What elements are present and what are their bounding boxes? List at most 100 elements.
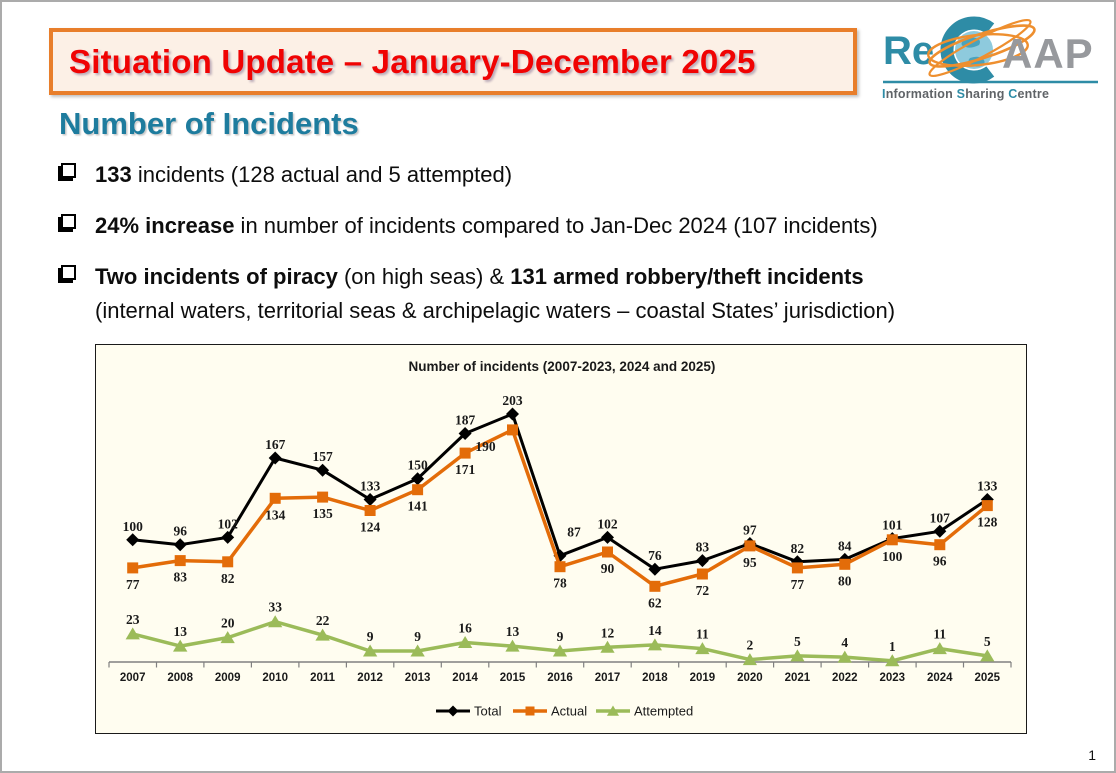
bullet-text-segment: (on high seas) & — [337, 264, 511, 289]
bullet-text: 24% increase in number of incidents comp… — [95, 209, 878, 243]
series-total-marker — [316, 463, 330, 477]
chart-canvas: Number of incidents (2007-2023, 2024 and… — [108, 359, 1012, 719]
bullet-text: 133 incidents (128 actual and 5 attempte… — [95, 158, 512, 192]
series-actual-marker — [222, 556, 234, 568]
data-label: 16 — [458, 621, 472, 636]
logo-orbit-swirl — [928, 18, 1032, 78]
data-label: 84 — [838, 538, 852, 553]
series-total-marker — [363, 493, 377, 506]
x-axis-year-label: 2007 — [120, 672, 146, 684]
series-actual-marker — [696, 568, 708, 580]
data-label: 87 — [567, 525, 581, 540]
tagline-word: haring — [965, 87, 1005, 101]
data-label: 9 — [414, 629, 421, 644]
series-total-marker — [126, 533, 140, 547]
series-attempted-marker — [268, 615, 283, 628]
data-label: 9 — [367, 629, 374, 644]
bullet-text: Two incidents of piracy (on high seas) &… — [95, 260, 895, 328]
logo-tagline: Information Sharing Centre — [882, 87, 1102, 101]
x-axis-year-label: 2015 — [500, 672, 526, 684]
data-label: 5 — [794, 634, 801, 649]
legend-item-total: Total — [436, 704, 502, 719]
data-label: 83 — [173, 570, 187, 585]
bullet-item: Two incidents of piracy (on high seas) &… — [59, 260, 1069, 328]
data-label: 171 — [455, 462, 476, 477]
data-label: 78 — [553, 576, 567, 591]
x-axis-year-label: 2025 — [975, 672, 1001, 684]
series-actual-marker — [269, 492, 281, 504]
series-total — [126, 407, 994, 576]
data-label: 14 — [648, 623, 662, 638]
series-actual-marker — [934, 539, 946, 551]
series-total-line — [132, 412, 989, 571]
data-label: 83 — [696, 540, 710, 555]
slide-title-banner: Situation Update – January-December 2025 — [49, 28, 857, 95]
data-label: 102 — [597, 516, 618, 531]
series-attempted-marker — [173, 639, 188, 652]
data-label: 134 — [265, 507, 286, 522]
series-actual-marker — [127, 562, 139, 574]
series-total-marker — [601, 530, 614, 544]
legend-label: Attempted — [634, 704, 693, 719]
tagline-word: I — [882, 87, 886, 101]
data-label: 157 — [312, 449, 333, 464]
recaap-logo: Re AAP Information Sharing Centre — [882, 8, 1102, 101]
tagline-word: C — [1008, 87, 1018, 101]
series-total-marker — [458, 427, 472, 440]
data-label: 11 — [933, 627, 946, 642]
data-label: 150 — [407, 458, 428, 473]
data-label: 97 — [743, 523, 757, 538]
data-label: 77 — [791, 577, 805, 592]
data-label: 124 — [360, 520, 381, 535]
series-total-marker — [648, 562, 662, 576]
series-attempted-marker — [410, 644, 425, 657]
bullet-item: 24% increase in number of incidents comp… — [59, 209, 1069, 243]
series-total-marker — [268, 451, 282, 465]
series-attempted-marker — [458, 636, 473, 648]
checkbox-bullet-icon — [61, 265, 76, 280]
section-heading: Number of Incidents — [59, 106, 359, 141]
data-label: 90 — [601, 561, 615, 576]
x-axis: 2007 2008 2009 2010 2011 2012 2013 2014 2015 2016… — [108, 661, 1012, 684]
data-label: 95 — [743, 555, 757, 570]
data-label: 100 — [882, 549, 903, 564]
data-label: 187 — [455, 413, 476, 428]
series-actual-marker — [459, 447, 471, 459]
x-axis-year-label: 2017 — [595, 672, 621, 684]
data-label: 4 — [841, 635, 848, 650]
data-label: 80 — [838, 573, 852, 588]
series-actual-marker — [554, 561, 566, 573]
data-label: 100 — [123, 519, 144, 534]
x-axis-year-label: 2016 — [547, 672, 573, 684]
logo-c-letter — [940, 16, 995, 84]
series-actual-marker — [412, 484, 424, 496]
series-attempted-marker — [363, 644, 378, 657]
series-actual-marker — [791, 562, 803, 574]
x-axis-year-label: 2012 — [357, 672, 383, 684]
legend-total-marker-icon — [447, 705, 459, 717]
data-label: 96 — [173, 524, 187, 539]
series-attempted-marker — [837, 650, 852, 663]
x-axis-year-label: 2011 — [310, 672, 336, 684]
data-label: 190 — [475, 439, 496, 454]
x-axis-year-label: 2019 — [690, 672, 716, 684]
series-actual-marker — [744, 540, 756, 552]
data-label: 5 — [984, 634, 991, 649]
series-attempted-marker — [552, 644, 568, 657]
bullet-text-segment: incidents (128 actual and 5 attempted) — [131, 162, 513, 187]
series-attempted-marker — [125, 627, 140, 640]
x-axis-year-label: 2024 — [927, 672, 953, 684]
series-total-marker — [506, 407, 519, 421]
series-total-marker — [411, 472, 425, 486]
series-actual-marker — [507, 424, 518, 436]
data-label: 76 — [648, 548, 662, 563]
tagline-word: nformation — [885, 87, 953, 101]
data-label: 11 — [696, 627, 709, 642]
series-actual-marker — [602, 546, 613, 558]
bullet-text-segment: in number of incidents compared to Jan-D… — [234, 213, 878, 238]
x-axis-year-label: 2018 — [642, 672, 668, 684]
tagline-word: entre — [1017, 87, 1050, 101]
x-axis-year-label: 2023 — [880, 672, 906, 684]
logo-orbit-swirl — [927, 32, 1029, 68]
